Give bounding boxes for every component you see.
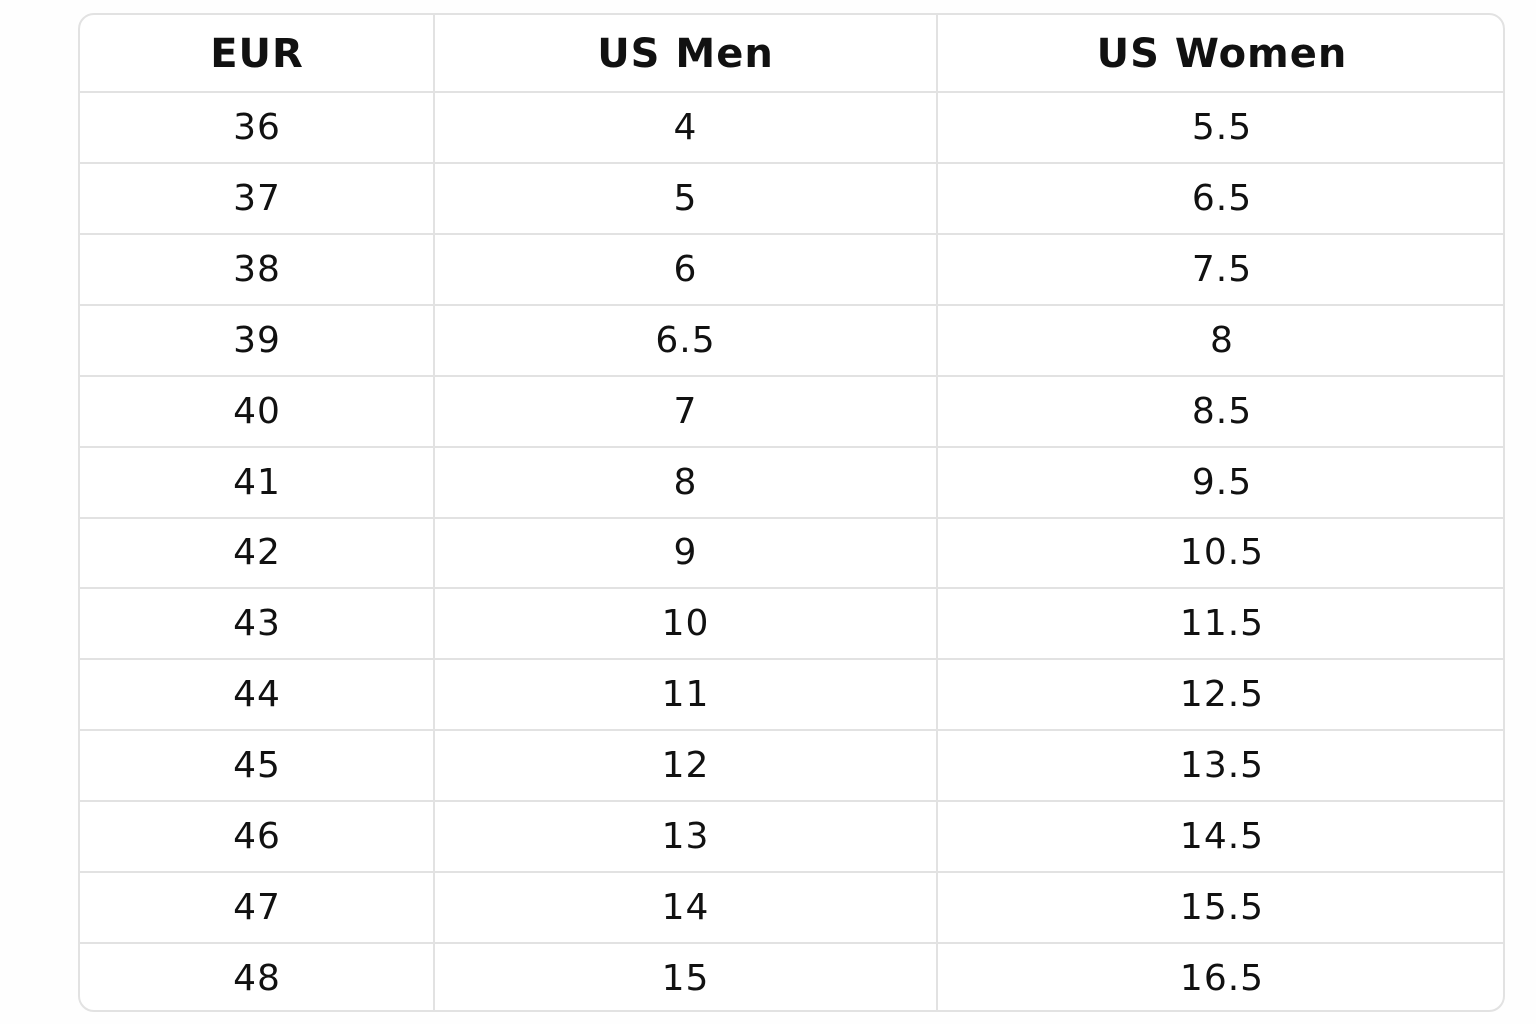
row-divider: [80, 232, 1503, 235]
table-cell: 36: [233, 106, 281, 148]
table-cell: 43: [233, 603, 281, 645]
column-divider: [936, 15, 938, 1010]
table-cell: 9: [673, 532, 698, 574]
table-cell: 47: [233, 887, 281, 929]
table-cell: 13.5: [1179, 745, 1265, 787]
table-cell: 5.5: [1191, 106, 1253, 148]
table-cell: 11: [661, 674, 710, 716]
table-cell: 8: [1210, 319, 1234, 361]
row-divider: [80, 161, 1503, 164]
table-cell: 48: [233, 958, 281, 1000]
table-cell: 40: [233, 390, 281, 432]
row-divider: [80, 374, 1503, 377]
row-divider: [80, 516, 1503, 519]
table-cell: 10.5: [1179, 532, 1265, 574]
table-cell: 41: [233, 461, 281, 503]
row-divider: [80, 445, 1503, 448]
table-cell: 7.5: [1191, 248, 1253, 290]
table-cell: 38: [233, 248, 281, 290]
row-divider: [80, 729, 1503, 732]
table-cell: 8: [673, 461, 698, 503]
table-cell: 15: [661, 958, 710, 1000]
row-divider: [80, 587, 1503, 590]
row-divider: [80, 658, 1503, 661]
row-divider: [80, 942, 1503, 945]
size-table: EUR US Men US Women 36 4 5.5 37 5 6.5 38 6 7.5 39 6.5…: [78, 13, 1505, 1012]
table-cell: 44: [233, 674, 281, 716]
table-cell: 6.5: [655, 319, 716, 361]
table-cell: 46: [233, 816, 281, 858]
table-cell: 14: [661, 887, 710, 929]
header-cell: US Women: [1096, 30, 1348, 77]
table-cell: 45: [233, 745, 281, 787]
table-cell: 6: [673, 248, 698, 290]
table-cell: 42: [233, 532, 281, 574]
table-cell: 10: [661, 603, 710, 645]
row-divider: [80, 91, 1503, 93]
table-cell: 9.5: [1191, 461, 1253, 503]
table-cell: 12.5: [1179, 674, 1265, 716]
table-cell: 4: [673, 106, 698, 148]
table-cell: 5: [673, 177, 698, 219]
row-divider: [80, 871, 1503, 874]
table-cell: 7: [673, 390, 698, 432]
table-cell: 8.5: [1191, 390, 1253, 432]
header-cell: US Men: [597, 30, 774, 77]
table-cell: 12: [661, 745, 710, 787]
header-cell: EUR: [210, 30, 304, 77]
table-cell: 39: [233, 319, 281, 361]
table-cell: 13: [661, 816, 710, 858]
table-cell: 11.5: [1179, 603, 1265, 645]
row-divider: [80, 800, 1503, 803]
row-divider: [80, 303, 1503, 306]
table-cell: 37: [233, 177, 281, 219]
table-cell: 14.5: [1179, 816, 1265, 858]
table-cell: 16.5: [1179, 958, 1265, 1000]
table-cell: 15.5: [1179, 887, 1265, 929]
table-cell: 6.5: [1191, 177, 1253, 219]
column-divider: [433, 15, 435, 1010]
